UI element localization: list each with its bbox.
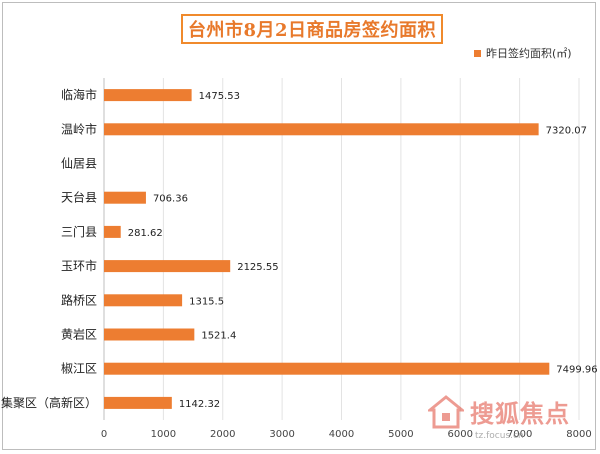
category-label: 路桥区 xyxy=(61,292,97,307)
bar xyxy=(104,362,550,375)
data-label: 7499.96 xyxy=(556,365,597,376)
x-tick-label: 0 xyxy=(101,429,107,440)
category-label: 仙居县 xyxy=(61,157,97,171)
data-label: 1315.5 xyxy=(189,296,224,307)
legend: 昨日签约面积(㎡) xyxy=(474,45,572,61)
chart-frame xyxy=(2,2,596,450)
bar xyxy=(104,191,146,204)
x-tick-label: 2000 xyxy=(210,429,235,440)
watermark: 搜狐焦点 xyxy=(428,394,570,429)
legend-label: 昨日签约面积(㎡) xyxy=(486,47,572,60)
bar xyxy=(104,260,231,273)
x-tick-label: 5000 xyxy=(388,429,413,440)
data-label: 706.36 xyxy=(153,194,188,205)
x-tick-label: 4000 xyxy=(329,429,354,440)
category-label: 黄岩区 xyxy=(61,327,97,342)
bar xyxy=(104,89,192,102)
x-tick-label: 1000 xyxy=(151,429,176,440)
bar xyxy=(104,123,539,136)
bar xyxy=(104,328,195,341)
bar xyxy=(104,225,121,238)
house-logo-icon xyxy=(428,394,464,428)
category-label: 天台县 xyxy=(61,190,97,205)
watermark-brand: 搜狐焦点 xyxy=(470,400,570,428)
category-label: 集聚区（高新区） xyxy=(1,395,97,410)
chart-title-box: 台州市8月2日商品房签约面积 xyxy=(181,14,443,44)
bar xyxy=(104,396,172,409)
watermark-domain: tz.focus.cn xyxy=(475,431,524,441)
legend-swatch xyxy=(474,49,481,57)
category-label: 三门县 xyxy=(61,224,97,239)
category-label: 临海市 xyxy=(61,87,97,102)
chart-title: 台州市8月2日商品房签约面积 xyxy=(187,20,437,41)
data-label: 1521.4 xyxy=(201,331,236,342)
bar xyxy=(104,294,183,307)
x-tick-label: 7000 xyxy=(507,429,532,440)
category-label: 温岭市 xyxy=(61,121,97,136)
data-label: 7320.07 xyxy=(546,125,587,136)
x-tick-label: 8000 xyxy=(566,429,591,440)
x-tick-label: 6000 xyxy=(448,429,473,440)
x-tick-label: 3000 xyxy=(269,429,294,440)
category-label: 椒江区 xyxy=(61,362,97,376)
data-label: 2125.55 xyxy=(237,262,278,273)
category-label: 玉环市 xyxy=(61,258,97,273)
data-label: 1142.32 xyxy=(179,399,220,410)
data-label: 1475.53 xyxy=(199,91,240,102)
data-label: 281.62 xyxy=(128,228,163,239)
